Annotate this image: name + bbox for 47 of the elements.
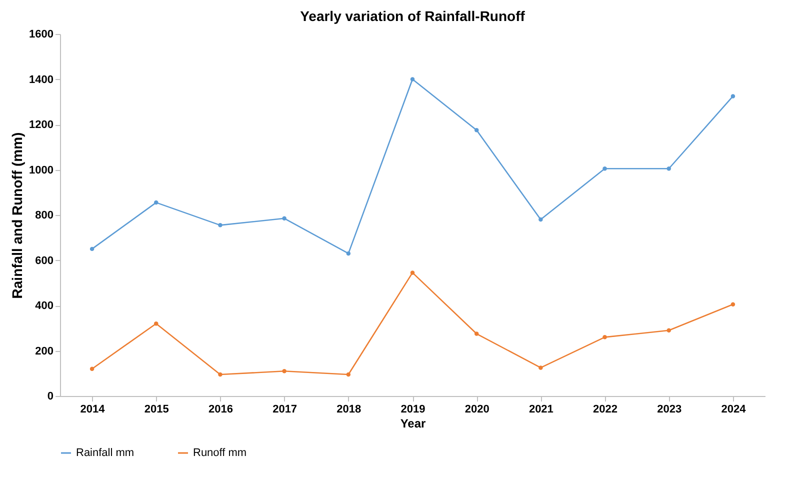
y-tick-label: 400	[35, 300, 54, 312]
point	[666, 166, 671, 171]
y-tick-label: 600	[35, 254, 54, 267]
x-tick-label: 2017	[272, 404, 298, 416]
point	[218, 223, 222, 228]
x-tick-label: 2014	[80, 404, 106, 416]
point	[602, 166, 607, 171]
point	[218, 372, 222, 377]
point	[730, 94, 736, 98]
y-tick-label: 1400	[29, 74, 54, 86]
point	[346, 372, 351, 377]
x-tick-label: 2016	[208, 404, 233, 416]
point	[154, 200, 158, 205]
point	[282, 216, 286, 221]
legend-label: Rainfall mm	[76, 447, 134, 459]
x-tick-label: 2021	[528, 404, 554, 416]
x-tick-label: 2018	[336, 404, 362, 416]
y-tick-label: 1000	[29, 164, 54, 176]
point	[474, 128, 479, 132]
x-tick-label: 2015	[144, 404, 169, 416]
point	[154, 321, 158, 326]
point	[346, 251, 351, 256]
x-tick-label: 2019	[400, 404, 426, 416]
x-tick-label: 2020	[464, 404, 490, 416]
chart-title: Yearly variation of Rainfall-Runoff	[300, 8, 526, 24]
point	[90, 246, 94, 252]
point	[410, 270, 415, 275]
x-tick-label: 2022	[593, 404, 618, 416]
y-axis-title: Rainfall and Runoff (mm)	[9, 132, 26, 299]
point	[474, 332, 479, 336]
point	[90, 366, 94, 371]
point	[538, 366, 543, 370]
y-tick-label: 0	[47, 390, 54, 402]
point	[730, 302, 736, 306]
x-axis-title: Year	[400, 416, 426, 430]
point	[282, 368, 286, 374]
y-tick-label: 1200	[29, 119, 54, 131]
point	[538, 217, 543, 222]
point	[666, 328, 671, 333]
y-tick-label: 200	[35, 345, 54, 358]
y-tick-label: 800	[35, 210, 54, 222]
point	[602, 335, 607, 340]
legend-label: Runoff mm	[193, 447, 247, 459]
x-tick-label: 2023	[657, 404, 682, 416]
y-tick-label: 1600	[29, 28, 54, 40]
x-tick-label: 2024	[721, 404, 747, 416]
point	[410, 77, 415, 82]
